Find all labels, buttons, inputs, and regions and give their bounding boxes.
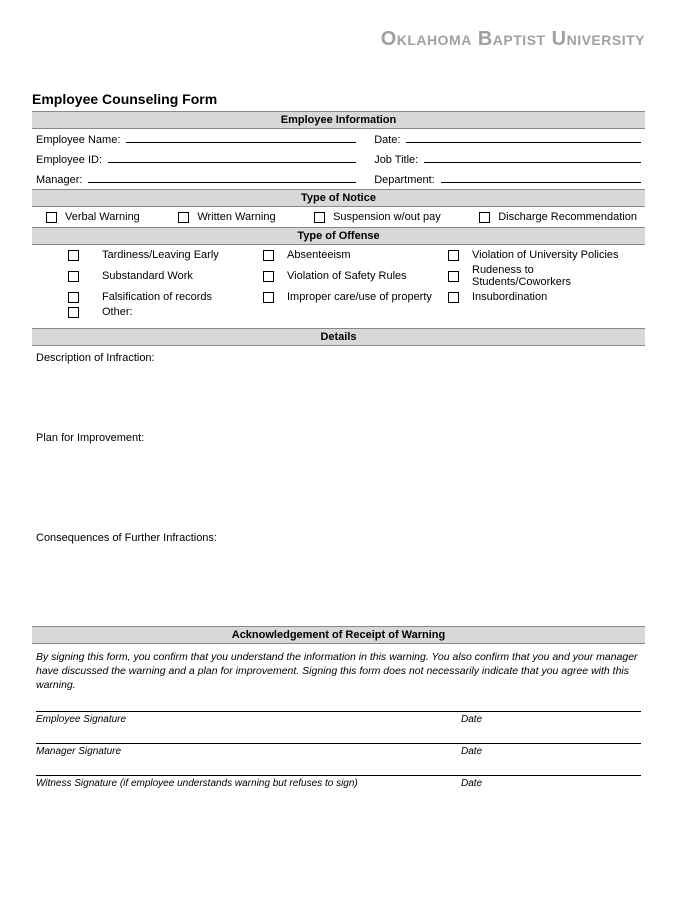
label-substandard: Substandard Work — [102, 270, 257, 282]
section-notice-type: Type of Notice — [32, 189, 645, 207]
checkbox-rudeness[interactable] — [448, 271, 459, 282]
label-falsification: Falsification of records — [102, 291, 257, 303]
checkbox-insubordination[interactable] — [448, 292, 459, 303]
label-employee-signature: Employee Signature — [36, 714, 126, 725]
label-suspension: Suspension w/out pay — [333, 211, 441, 223]
area-description[interactable] — [32, 366, 645, 426]
label-verbal: Verbal Warning — [65, 211, 140, 223]
area-plan[interactable] — [32, 446, 645, 526]
checkbox-substandard[interactable] — [68, 271, 79, 282]
input-job-title[interactable] — [424, 152, 641, 163]
checkbox-verbal[interactable] — [46, 212, 57, 223]
checkbox-tardiness[interactable] — [68, 250, 79, 261]
label-absenteeism: Absenteeism — [287, 249, 442, 261]
checkbox-discharge[interactable] — [479, 212, 490, 223]
label-job-title: Job Title: — [374, 154, 418, 166]
label-safety: Violation of Safety Rules — [287, 270, 442, 282]
label-consequences: Consequences of Further Infractions: — [32, 526, 645, 546]
section-offense-type: Type of Offense — [32, 227, 645, 245]
form-title: Employee Counseling Form — [32, 91, 645, 107]
label-manager: Manager: — [36, 174, 82, 186]
section-ack: Acknowledgement of Receipt of Warning — [32, 626, 645, 644]
label-tardiness: Tardiness/Leaving Early — [102, 249, 257, 261]
label-witness-signature: Witness Signature (if employee understan… — [36, 778, 358, 789]
label-plan: Plan for Improvement: — [32, 426, 645, 446]
label-date: Date: — [374, 134, 400, 146]
label-written: Written Warning — [197, 211, 275, 223]
label-description: Description of Infraction: — [32, 346, 645, 366]
label-improper: Improper care/use of property — [287, 291, 442, 303]
label-sig-date-2: Date — [461, 746, 641, 757]
label-employee-id: Employee ID: — [36, 154, 102, 166]
checkbox-falsification[interactable] — [68, 292, 79, 303]
checkbox-suspension[interactable] — [314, 212, 325, 223]
label-sig-date-3: Date — [461, 778, 641, 789]
section-employee-info: Employee Information — [32, 111, 645, 129]
input-employee-id[interactable] — [108, 152, 356, 163]
checkbox-policy[interactable] — [448, 250, 459, 261]
label-sig-date-1: Date — [461, 714, 641, 725]
input-date[interactable] — [406, 132, 641, 143]
input-department[interactable] — [441, 172, 641, 183]
label-department: Department: — [374, 174, 435, 186]
section-details: Details — [32, 328, 645, 346]
label-insubordination: Insubordination — [472, 291, 627, 303]
label-manager-signature: Manager Signature — [36, 746, 121, 757]
area-consequences[interactable] — [32, 546, 645, 626]
label-employee-name: Employee Name: — [36, 134, 120, 146]
checkbox-absenteeism[interactable] — [263, 250, 274, 261]
input-employee-name[interactable] — [126, 132, 356, 143]
checkbox-improper[interactable] — [263, 292, 274, 303]
checkbox-safety[interactable] — [263, 271, 274, 282]
label-rudeness: Rudeness to Students/Coworkers — [472, 264, 627, 288]
label-discharge: Discharge Recommendation — [498, 211, 637, 223]
label-other: Other: — [102, 306, 257, 318]
checkbox-written[interactable] — [178, 212, 189, 223]
ack-paragraph: By signing this form, you confirm that y… — [32, 644, 645, 711]
label-policy: Violation of University Policies — [472, 249, 627, 261]
input-manager[interactable] — [88, 172, 356, 183]
checkbox-other[interactable] — [68, 307, 79, 318]
org-header: Oklahoma Baptist University — [32, 28, 645, 51]
